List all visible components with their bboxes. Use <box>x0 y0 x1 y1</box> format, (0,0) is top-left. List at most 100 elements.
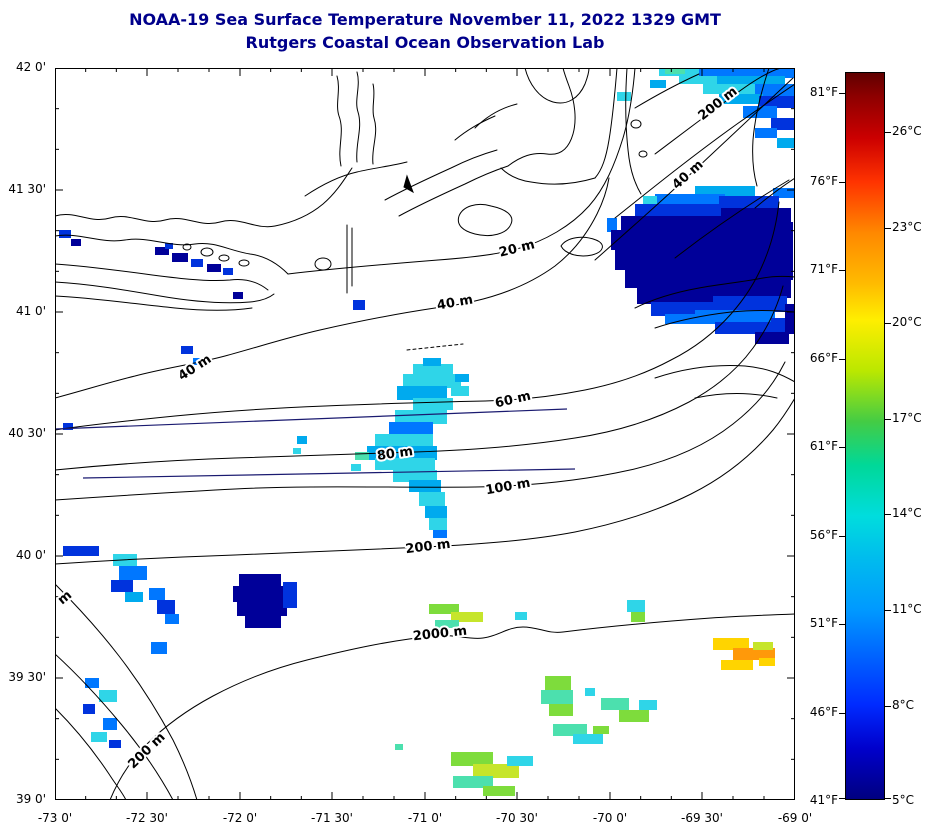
sst-pixel <box>713 638 749 650</box>
coastline <box>55 167 353 228</box>
contour-line <box>694 393 778 399</box>
colorbar-tick <box>839 624 845 625</box>
sst-pixel <box>703 84 763 94</box>
sst-pixel <box>755 84 795 96</box>
sst-pixel <box>713 296 787 312</box>
sst-pixel <box>541 690 573 704</box>
colorbar-tick <box>839 182 845 183</box>
colorbar-c-label: 17°C <box>892 411 922 425</box>
sst-pixel <box>639 700 657 710</box>
sst-pixel <box>71 239 81 246</box>
sst-pixel <box>351 464 361 471</box>
sst-pixel <box>773 188 795 198</box>
island-contour <box>182 243 192 251</box>
contour-line <box>55 285 784 471</box>
bathymetry-contours <box>55 68 795 800</box>
contour-line <box>55 397 795 565</box>
colorbar-f-label: 81°F <box>809 85 838 99</box>
colorbar-f-label: 71°F <box>809 262 838 276</box>
lat-tick-label: 41 30' <box>8 182 46 196</box>
sst-pixel <box>191 259 203 267</box>
contour-line <box>674 179 790 259</box>
sst-pixel <box>99 690 117 702</box>
island-contour <box>238 259 250 267</box>
sst-pixel <box>429 604 459 614</box>
sst-pixel <box>397 386 447 400</box>
colorbar-f-label: 51°F <box>809 616 838 630</box>
plot-frame <box>55 68 795 800</box>
colorbar-c-label: 8°C <box>892 698 915 712</box>
sst-pixel <box>593 726 609 734</box>
page-title: NOAA-19 Sea Surface Temperature November… <box>129 10 721 29</box>
sst-pixel <box>207 264 221 272</box>
sst-pixel <box>375 458 435 470</box>
sst-pixel <box>451 386 469 396</box>
sst-pixel <box>193 358 203 365</box>
sst-pixel <box>181 346 193 354</box>
sst-pixel <box>515 612 527 620</box>
coastline <box>55 263 269 291</box>
sst-pixel <box>413 398 453 410</box>
sst-pixel <box>650 80 666 88</box>
sst-pixel <box>665 314 699 324</box>
contour-depth-label: 60 m <box>494 389 533 412</box>
sst-pixel <box>695 68 795 78</box>
colorbar-fahrenheit-labels: 81°F 76°F 71°F 66°F 61°F 56°F 51°F 46°F 41°F <box>768 0 838 832</box>
bay-contour <box>356 71 361 163</box>
sst-pixel <box>367 446 437 460</box>
coastline <box>500 167 596 185</box>
sst-pixel <box>425 506 447 518</box>
sst-pixel <box>717 238 793 260</box>
sst-pixel <box>715 322 775 334</box>
contour-line <box>454 115 496 141</box>
sst-pixel <box>451 612 483 622</box>
sst-pixel <box>149 588 165 600</box>
sst-pixel <box>172 253 188 262</box>
sst-pixel <box>715 258 793 280</box>
contour-line <box>654 365 795 383</box>
contour-line <box>55 177 610 399</box>
sst-pixel <box>293 448 301 454</box>
sst-pixel <box>413 364 453 376</box>
colorbar-f-label: 41°F <box>809 793 838 807</box>
sst-pixel <box>665 68 685 74</box>
sst-pixel <box>549 704 573 716</box>
sst-pixel <box>643 196 657 206</box>
sst-pixel <box>507 756 533 766</box>
sst-pixel <box>393 470 437 482</box>
contour-depth-label: m <box>55 588 75 608</box>
contour-depth-label: 40 m <box>436 292 474 313</box>
island-contour <box>200 247 214 257</box>
sst-pixel <box>429 518 447 530</box>
sst-pixel <box>165 243 173 249</box>
transect-line <box>82 468 576 479</box>
sst-pixel <box>353 300 365 310</box>
sst-pixel <box>239 574 281 588</box>
sst-pixel <box>455 374 469 382</box>
island-contour <box>630 119 642 129</box>
lon-tick-label: -72 30' <box>126 811 168 825</box>
colorbar-tick <box>885 323 891 324</box>
sst-pixel-layer <box>59 68 795 796</box>
sst-pixel <box>423 358 441 366</box>
colorbar-f-label: 56°F <box>809 528 838 542</box>
sst-pixel <box>119 566 147 580</box>
colorbar-celsius-labels: 26°C 23°C 20°C 17°C 14°C 11°C 8°C 5°C <box>892 0 928 832</box>
sst-pixel <box>759 96 795 108</box>
sst-pixel <box>483 786 515 796</box>
sst-pixel <box>63 423 73 430</box>
sst-pixel <box>771 118 795 130</box>
bay-contour <box>336 75 342 167</box>
sst-pixel <box>237 602 287 616</box>
coastline <box>398 165 509 217</box>
sst-pixel <box>637 286 719 304</box>
island-contour <box>560 236 603 257</box>
transect-lines <box>55 408 576 479</box>
sst-pixel <box>103 718 117 730</box>
sst-pixel <box>733 648 775 660</box>
contour-depth-label: 100 m <box>484 476 531 499</box>
dashed-line <box>406 343 464 351</box>
contour-depth-label: 2000 m <box>412 624 468 645</box>
